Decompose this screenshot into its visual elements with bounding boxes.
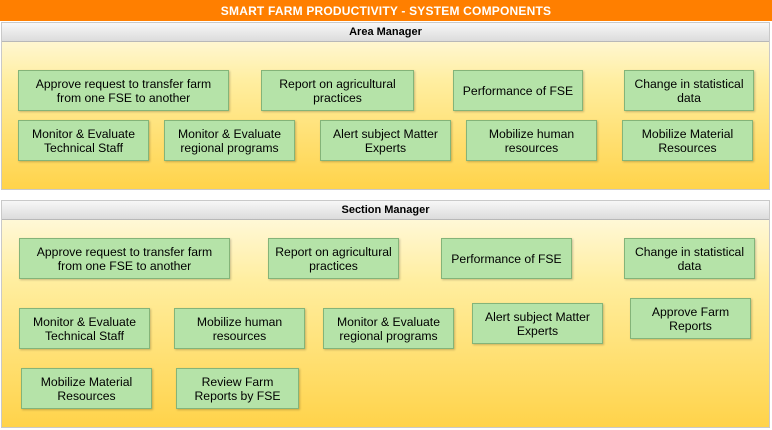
section-monitor-regional-programs-box: Monitor & Evaluate regional programs	[323, 308, 454, 349]
section-alert-experts-box: Alert subject Matter Experts	[472, 303, 603, 344]
section-approve-transfer-box: Approve request to transfer farm from on…	[19, 238, 230, 279]
section-approve-farm-reports-box: Approve Farm Reports	[630, 298, 751, 339]
area-monitor-technical-staff-box: Monitor & Evaluate Technical Staff	[18, 120, 149, 161]
area-manager-panel: Area Manager Approve request to transfer…	[1, 22, 770, 190]
area-manager-header: Area Manager	[2, 23, 769, 42]
section-report-agri-practices-box: Report on agricultural practices	[268, 238, 399, 279]
section-change-statistical-data-box: Change in statistical data	[624, 238, 755, 279]
section-performance-fse-box: Performance of FSE	[441, 238, 572, 279]
area-alert-experts-box: Alert subject Matter Experts	[320, 120, 451, 161]
area-report-agri-practices-box: Report on agricultural practices	[261, 70, 414, 111]
area-change-statistical-data-box: Change in statistical data	[624, 70, 754, 111]
section-manager-header: Section Manager	[2, 201, 769, 220]
page-title: SMART FARM PRODUCTIVITY - SYSTEM COMPONE…	[0, 0, 772, 21]
area-performance-fse-box: Performance of FSE	[453, 70, 583, 111]
area-approve-transfer-box: Approve request to transfer farm from on…	[18, 70, 229, 111]
area-mobilize-material-resources-box: Mobilize Material Resources	[622, 120, 753, 161]
section-monitor-technical-staff-box: Monitor & Evaluate Technical Staff	[19, 308, 150, 349]
area-monitor-regional-programs-box: Monitor & Evaluate regional programs	[164, 120, 295, 161]
section-mobilize-human-resources-box: Mobilize human resources	[174, 308, 305, 349]
section-manager-panel: Section Manager Approve request to trans…	[1, 200, 770, 428]
section-review-farm-reports-box: Review Farm Reports by FSE	[176, 368, 299, 409]
section-mobilize-material-resources-box: Mobilize Material Resources	[21, 368, 152, 409]
area-mobilize-human-resources-box: Mobilize human resources	[466, 120, 597, 161]
